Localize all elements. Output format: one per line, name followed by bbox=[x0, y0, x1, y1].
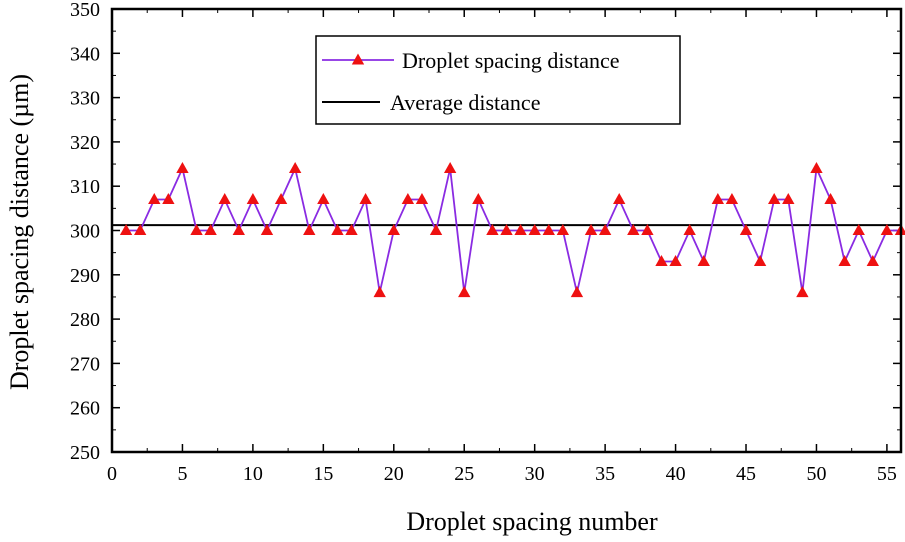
x-tick-label: 55 bbox=[877, 463, 897, 485]
y-tick-label: 300 bbox=[70, 221, 100, 243]
data-point-marker bbox=[345, 224, 358, 236]
data-point-marker bbox=[683, 224, 696, 236]
x-tick-label: 40 bbox=[666, 463, 686, 485]
data-point-marker bbox=[852, 224, 865, 236]
data-point-marker bbox=[204, 224, 217, 236]
data-point-marker bbox=[556, 224, 570, 236]
x-tick-label: 50 bbox=[806, 463, 826, 485]
legend: Droplet spacing distance Average distanc… bbox=[315, 35, 681, 125]
data-point-marker bbox=[613, 192, 626, 205]
x-tick-label: 10 bbox=[243, 463, 263, 485]
x-tick-label: 15 bbox=[313, 463, 333, 485]
data-point-marker bbox=[810, 161, 823, 174]
legend-box bbox=[315, 35, 681, 125]
x-axis-title: Droplet spacing number bbox=[406, 507, 658, 536]
y-tick-label: 270 bbox=[70, 353, 100, 375]
legend-label-average: Average distance bbox=[390, 90, 540, 115]
data-point-marker bbox=[429, 224, 443, 236]
x-tick-label: 35 bbox=[595, 463, 615, 485]
data-point-marker bbox=[782, 192, 795, 205]
data-point-marker bbox=[486, 224, 499, 236]
data-point-marker bbox=[641, 224, 654, 236]
y-tick-label: 250 bbox=[70, 442, 100, 464]
data-point-marker bbox=[176, 161, 189, 174]
y-tick-label: 260 bbox=[70, 398, 100, 420]
data-point-marker bbox=[838, 255, 851, 267]
data-point-marker bbox=[472, 192, 485, 205]
data-point-marker bbox=[162, 192, 175, 205]
y-tick-label: 310 bbox=[70, 176, 100, 198]
data-point-marker bbox=[584, 224, 598, 236]
data-point-marker bbox=[458, 286, 471, 298]
x-tick-label: 25 bbox=[454, 463, 474, 485]
y-tick-label: 340 bbox=[70, 43, 100, 65]
data-point-marker bbox=[415, 192, 429, 205]
data-point-marker bbox=[387, 224, 400, 236]
y-tick-label: 330 bbox=[70, 88, 100, 110]
legend-label-series: Droplet spacing distance bbox=[402, 48, 620, 73]
data-point-marker bbox=[500, 224, 513, 236]
plot-area-frame bbox=[110, 7, 903, 454]
y-tick-label: 350 bbox=[70, 0, 100, 21]
data-point-marker bbox=[725, 192, 739, 205]
data-point-marker bbox=[768, 192, 781, 205]
droplet-spacing-line bbox=[126, 165, 901, 293]
data-point-marker bbox=[218, 192, 231, 205]
data-point-marker bbox=[443, 161, 457, 174]
data-point-marker bbox=[697, 255, 710, 267]
x-tick-label: 0 bbox=[107, 463, 117, 485]
data-point-marker bbox=[880, 224, 894, 236]
data-point-marker bbox=[866, 255, 879, 267]
data-point-marker bbox=[753, 255, 767, 267]
data-point-marker bbox=[739, 224, 753, 236]
data-point-marker bbox=[359, 192, 372, 205]
data-point-marker bbox=[570, 286, 584, 298]
data-point-marker bbox=[542, 224, 555, 236]
x-tick-label: 20 bbox=[384, 463, 404, 485]
data-point-marker bbox=[119, 224, 133, 236]
data-point-marker bbox=[627, 224, 640, 236]
data-point-marker bbox=[190, 224, 203, 236]
data-point-marker bbox=[288, 161, 302, 174]
data-point-marker bbox=[514, 224, 527, 236]
data-point-marker bbox=[796, 286, 809, 298]
data-point-marker bbox=[598, 224, 612, 236]
data-point-marker bbox=[528, 224, 541, 236]
data-point-marker bbox=[246, 192, 260, 205]
data-point-marker bbox=[274, 192, 288, 205]
data-point-marker bbox=[669, 255, 682, 267]
x-axis-ticks: 0 5 10 15 20 25 30 35 40 45 50 55 bbox=[107, 9, 897, 485]
data-point-marker bbox=[373, 286, 386, 298]
data-point-marker bbox=[655, 255, 668, 267]
x-tick-label: 5 bbox=[177, 463, 187, 485]
data-point-marker bbox=[260, 224, 274, 236]
data-point-marker bbox=[401, 192, 415, 205]
data-point-marker bbox=[148, 192, 161, 205]
y-axis-title: Droplet spacing distance (µm) bbox=[5, 74, 34, 390]
data-point-marker bbox=[232, 224, 245, 236]
droplet-spacing-markers bbox=[119, 161, 905, 298]
data-point-marker bbox=[303, 224, 316, 236]
data-point-marker bbox=[317, 192, 330, 205]
data-point-marker bbox=[134, 224, 147, 236]
y-axis-ticks: 250 260 270 280 290 300 310 320 330 340 350 bbox=[70, 0, 901, 464]
data-point-marker bbox=[711, 192, 725, 205]
y-tick-label: 290 bbox=[70, 265, 100, 287]
x-tick-label: 30 bbox=[525, 463, 545, 485]
y-tick-label: 320 bbox=[70, 132, 100, 154]
data-point-marker bbox=[824, 192, 837, 205]
data-point-marker bbox=[331, 224, 344, 236]
x-tick-label: 45 bbox=[736, 463, 756, 485]
y-tick-label: 280 bbox=[70, 309, 100, 331]
legend-series-marker bbox=[351, 53, 365, 65]
